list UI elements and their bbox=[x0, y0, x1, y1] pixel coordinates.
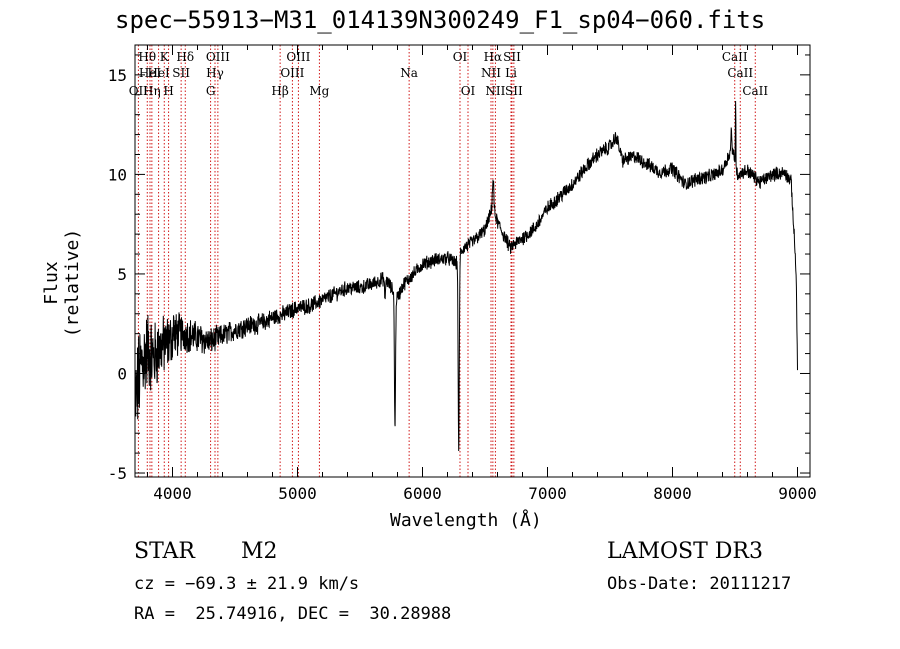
line-label: Hδ bbox=[176, 50, 194, 64]
y-tick-label: 5 bbox=[117, 265, 127, 284]
y-tick-label: 0 bbox=[117, 364, 127, 383]
x-tick-label: 8000 bbox=[653, 484, 692, 503]
line-label: OII bbox=[129, 84, 149, 98]
line-label: OIII bbox=[286, 50, 310, 64]
y-axis-label: Flux (relative) bbox=[41, 228, 83, 338]
x-tick-label: 7000 bbox=[528, 484, 567, 503]
line-label: CaII bbox=[727, 66, 753, 80]
line-label: Hη bbox=[143, 84, 161, 98]
chart-title: spec−55913−M31_014139N300249_F1_sp04−060… bbox=[115, 6, 766, 34]
x-axis-label: Wavelength (Å) bbox=[390, 510, 542, 531]
observation-date: Obs-Date: 20111217 bbox=[607, 574, 792, 594]
line-label: SII bbox=[172, 66, 190, 80]
line-label: OI bbox=[453, 50, 468, 64]
spectrum-group bbox=[134, 100, 798, 452]
line-label: OI bbox=[461, 84, 476, 98]
x-tick-label: 6000 bbox=[403, 484, 442, 503]
line-label: SII bbox=[505, 84, 523, 98]
y-tick-label: 15 bbox=[108, 66, 127, 85]
redshift-cz: cz = −69.3 ± 21.9 km/s bbox=[134, 574, 360, 594]
line-label: Hβ bbox=[271, 84, 288, 98]
line-label: HeI bbox=[147, 66, 170, 80]
line-label: K bbox=[160, 50, 170, 64]
line-label: SII bbox=[503, 50, 521, 64]
coordinates: RA = 25.74916, DEC = 30.28988 bbox=[134, 604, 452, 624]
x-tick-label: 5000 bbox=[278, 484, 317, 503]
x-tick-label: 9000 bbox=[778, 484, 817, 503]
line-label: NII bbox=[485, 84, 505, 98]
line-label: Li bbox=[505, 66, 517, 80]
y-tick-label: 10 bbox=[108, 165, 127, 184]
line-label: Na bbox=[400, 66, 418, 80]
x-tick-label: 4000 bbox=[153, 484, 192, 503]
line-label: Mg bbox=[309, 84, 329, 98]
line-label: HeI bbox=[139, 66, 162, 80]
line-label: CaII bbox=[722, 50, 748, 64]
line-label: G bbox=[206, 84, 216, 98]
line-label: Hα bbox=[484, 50, 503, 64]
object-subclass: M2 bbox=[241, 539, 278, 564]
survey-name: LAMOST DR3 bbox=[607, 539, 763, 564]
plot-frame bbox=[134, 44, 811, 478]
object-class: STAR bbox=[134, 539, 195, 564]
y-tick-label: -5 bbox=[108, 464, 127, 483]
line-label: H bbox=[163, 84, 173, 98]
line-label: CaII bbox=[742, 84, 768, 98]
spectrum-line bbox=[134, 100, 798, 452]
line-label: Hθ bbox=[138, 50, 156, 64]
line-label: OIII bbox=[206, 50, 230, 64]
line-label: OIII bbox=[280, 66, 304, 80]
line-label: Hγ bbox=[206, 66, 224, 80]
axes-group bbox=[134, 44, 811, 478]
line-label: NII bbox=[481, 66, 501, 80]
ticks-group: 4000 5000 6000 7000 8000 9000 -5 0 5 10 15 bbox=[108, 45, 817, 503]
